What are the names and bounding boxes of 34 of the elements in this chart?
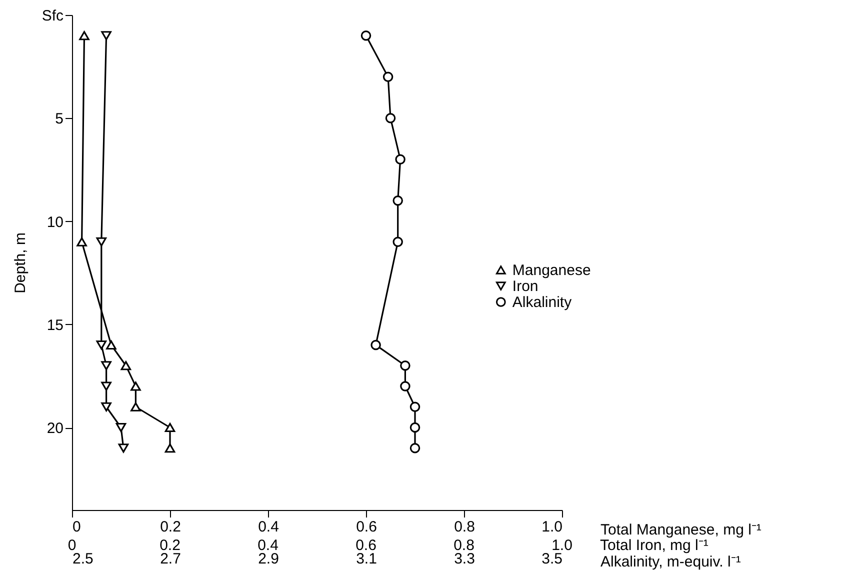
- point: [130, 382, 141, 391]
- x-tick-label: 0.8: [454, 518, 475, 536]
- y-tick-label: 20: [46, 420, 64, 437]
- y-tick-label: Sfc: [42, 8, 64, 24]
- point: [116, 422, 126, 432]
- text: Total Iron, mg l⁻¹: [600, 537, 708, 554]
- y-tick-label: 5: [55, 110, 64, 128]
- y-tick-label: 15: [46, 316, 64, 334]
- legend-label: Alkalinity: [512, 294, 572, 311]
- point: [96, 237, 107, 246]
- x-tick-label: 0.6: [356, 518, 377, 536]
- point: [101, 382, 112, 391]
- point: [120, 361, 132, 370]
- point: [164, 422, 176, 432]
- point: [101, 361, 112, 370]
- point: [164, 444, 176, 453]
- x-tick-label: 0.2: [160, 518, 181, 536]
- point: [101, 31, 112, 40]
- point: [106, 340, 116, 350]
- point: [96, 340, 107, 350]
- y-tick-label: 10: [46, 214, 64, 231]
- x2-axis-title: Alkalinity, m-equiv. l⁻¹: [600, 554, 741, 570]
- point: [118, 444, 129, 453]
- x-tick-label: 1.0: [542, 518, 562, 536]
- x-tick-label: 0: [72, 518, 81, 536]
- point: [79, 31, 90, 40]
- legend-label: Manganese: [512, 262, 591, 279]
- x-axis-title: Total Manganese, mg l⁻¹: [600, 522, 762, 538]
- y-axis-title: Depth, m: [12, 232, 29, 294]
- x-tick-label: 0.4: [258, 518, 279, 536]
- point: [130, 402, 141, 412]
- legend-label: Iron: [512, 278, 538, 295]
- point: [101, 402, 112, 412]
- point: [76, 237, 87, 246]
